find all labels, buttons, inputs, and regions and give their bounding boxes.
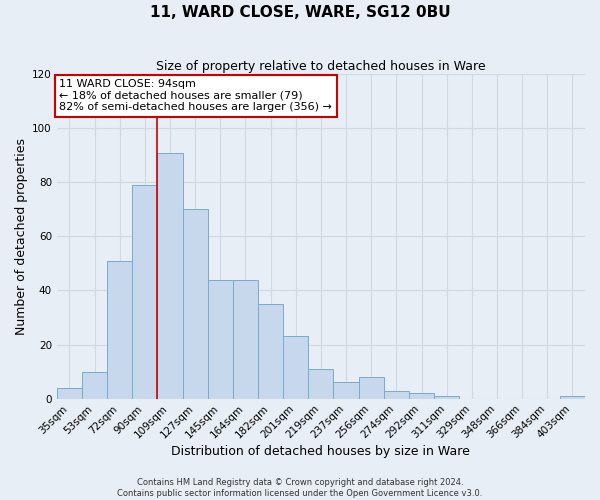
Bar: [132, 185, 157, 398]
X-axis label: Distribution of detached houses by size in Ware: Distribution of detached houses by size …: [172, 444, 470, 458]
Bar: [182, 210, 208, 398]
Title: Size of property relative to detached houses in Ware: Size of property relative to detached ho…: [156, 60, 486, 73]
Bar: [208, 280, 233, 398]
Bar: [57, 388, 82, 398]
Bar: [82, 372, 107, 398]
Bar: [258, 304, 283, 398]
Text: 11, WARD CLOSE, WARE, SG12 0BU: 11, WARD CLOSE, WARE, SG12 0BU: [149, 5, 451, 20]
Y-axis label: Number of detached properties: Number of detached properties: [15, 138, 28, 335]
Bar: [334, 382, 359, 398]
Bar: [283, 336, 308, 398]
Bar: [560, 396, 585, 398]
Bar: [359, 377, 384, 398]
Bar: [157, 152, 182, 398]
Bar: [233, 280, 258, 398]
Bar: [384, 390, 409, 398]
Bar: [107, 260, 132, 398]
Bar: [434, 396, 459, 398]
Bar: [409, 393, 434, 398]
Text: 11 WARD CLOSE: 94sqm
← 18% of detached houses are smaller (79)
82% of semi-detac: 11 WARD CLOSE: 94sqm ← 18% of detached h…: [59, 79, 332, 112]
Text: Contains HM Land Registry data © Crown copyright and database right 2024.
Contai: Contains HM Land Registry data © Crown c…: [118, 478, 482, 498]
Bar: [308, 369, 334, 398]
